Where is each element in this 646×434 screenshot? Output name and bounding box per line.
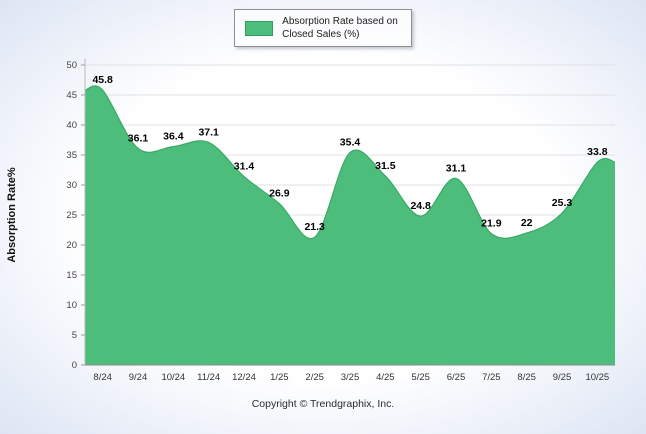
legend-swatch xyxy=(245,20,274,36)
data-point-label: 37.1 xyxy=(198,126,219,138)
y-axis-labels: 0 5 10 15 20 25 30 35 40 45 50 xyxy=(66,60,77,371)
x-tick-label: 11/24 xyxy=(197,372,220,383)
chart-canvas: Absorption Rate% 0 5 10 15 20 25 30 35 40 45 50 8/2… xyxy=(6,59,616,383)
y-tick-label: 0 xyxy=(72,360,77,371)
x-tick-label: 5/25 xyxy=(411,372,430,383)
data-point-label: 36.1 xyxy=(128,132,149,144)
y-tick-label: 30 xyxy=(66,180,77,191)
data-point-label: 26.9 xyxy=(269,188,290,200)
x-tick-label: 10/25 xyxy=(585,372,609,383)
data-point-label: 36.4 xyxy=(163,131,184,143)
x-tick-label: 6/25 xyxy=(447,372,466,383)
legend: Absorption Rate based on Closed Sales (%… xyxy=(234,9,412,47)
data-point-label: 21.9 xyxy=(481,218,502,230)
x-tick-label: 8/25 xyxy=(517,372,536,383)
legend-label-line1: Absorption Rate based on xyxy=(282,16,398,27)
x-tick-label: 2/25 xyxy=(305,372,324,383)
y-tick-label: 5 xyxy=(72,330,77,341)
x-tick-label: 9/25 xyxy=(553,372,572,383)
y-tick-label: 50 xyxy=(66,60,77,71)
y-tick-label: 20 xyxy=(66,240,77,251)
data-labels: 45.8 36.1 36.4 37.1 31.4 26.9 21.3 35.4 31.5 24.8… xyxy=(92,74,607,233)
x-tick-label: 12/24 xyxy=(232,372,256,383)
y-tick-label: 15 xyxy=(66,270,77,281)
data-point-label: 33.8 xyxy=(587,146,608,158)
data-point-label: 21.3 xyxy=(304,221,325,233)
x-tick-label: 7/25 xyxy=(482,372,501,383)
x-tick-label: 10/24 xyxy=(161,372,185,383)
data-point-label: 45.8 xyxy=(92,74,113,86)
y-tick-label: 40 xyxy=(66,120,77,131)
area-series xyxy=(85,85,615,365)
data-point-label: 25.3 xyxy=(552,197,573,209)
x-tick-label: 1/25 xyxy=(270,372,289,383)
plot-area: 0 5 10 15 20 25 30 35 40 45 50 8/24 9/24 10/24 11/24 12… xyxy=(66,59,616,383)
legend-label-line2: Closed Sales (%) xyxy=(282,29,360,40)
legend-label: Absorption Rate based on Closed Sales (%… xyxy=(282,15,398,41)
data-point-label: 31.1 xyxy=(446,162,467,174)
x-tick-label: 9/24 xyxy=(129,372,148,383)
x-tick-label: 4/25 xyxy=(376,372,395,383)
data-point-label: 35.4 xyxy=(340,137,361,149)
data-point-label: 24.8 xyxy=(410,200,431,212)
data-point-label: 31.4 xyxy=(234,161,255,173)
x-axis-labels: 8/24 9/24 10/24 11/24 12/24 1/25 2/25 3/25 4/25 5… xyxy=(93,372,609,383)
copyright: Copyright © Trendgraphix, Inc. xyxy=(251,398,395,410)
area-series-outline xyxy=(84,85,616,240)
y-tick-label: 10 xyxy=(66,300,77,311)
y-tick-label: 45 xyxy=(66,90,77,101)
x-tick-label: 3/25 xyxy=(341,372,360,383)
x-tick-label: 8/24 xyxy=(93,372,112,383)
y-tick-label: 35 xyxy=(66,150,77,161)
y-tick-label: 25 xyxy=(66,210,77,221)
data-point-label: 31.5 xyxy=(375,160,396,172)
y-axis-title: Absorption Rate% xyxy=(6,167,18,263)
data-point-label: 22 xyxy=(521,217,533,229)
